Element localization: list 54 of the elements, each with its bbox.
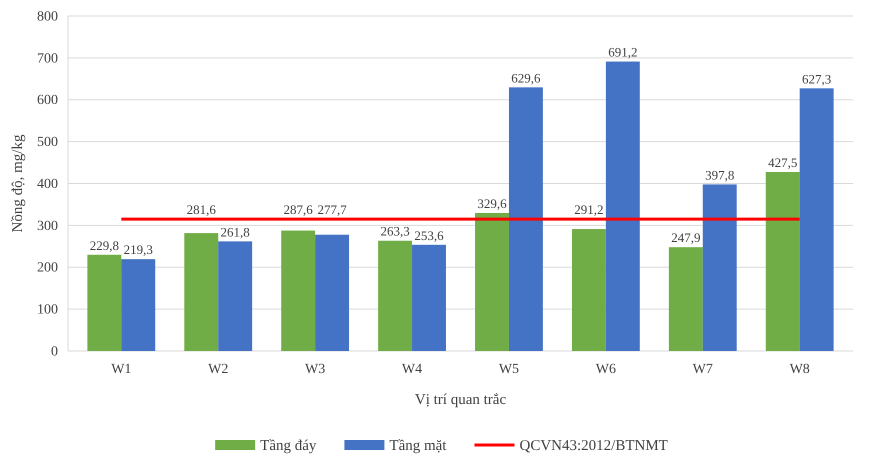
data-label: 427,5	[768, 154, 798, 170]
data-label: 247,9	[671, 230, 700, 246]
y-tick-label: 400	[37, 176, 58, 192]
legend-label: Tầng mặt	[389, 438, 448, 454]
bar	[121, 259, 156, 351]
x-tick-label: W1	[111, 362, 132, 377]
bar	[378, 240, 412, 351]
bar	[315, 234, 350, 351]
bar	[218, 241, 252, 351]
y-tick-label: 300	[37, 218, 58, 234]
data-label: 329,6	[477, 196, 508, 211]
data-label: 281,6	[186, 202, 216, 218]
x-tick-label: W5	[498, 362, 520, 377]
data-label: 629,6	[511, 70, 542, 86]
bar	[766, 172, 800, 351]
bar	[800, 88, 834, 351]
bar	[668, 247, 703, 351]
data-label: 253,6	[414, 228, 444, 243]
bar	[606, 62, 640, 351]
y-tick-label: 100	[37, 302, 58, 318]
x-tick-label: W2	[208, 362, 228, 377]
bar	[281, 230, 316, 351]
bar	[702, 184, 737, 351]
y-tick-label: 500	[37, 135, 58, 150]
data-label: 263,3	[380, 224, 410, 239]
y-tick-label: 700	[37, 51, 58, 66]
y-axis-title: Nồng độ, mg/kg	[10, 134, 26, 232]
y-tick-label: 0	[51, 344, 58, 360]
data-label: 397,8	[705, 167, 734, 182]
legend-label: QCVN43:2012/BTNMT	[519, 438, 668, 454]
legend-label: Tầng đáy	[260, 438, 317, 454]
data-label: 287,6	[284, 202, 314, 218]
y-tick-label: 800	[37, 9, 58, 24]
data-label: 261,8	[220, 224, 250, 240]
y-tick-label: 200	[37, 260, 58, 276]
bar	[87, 254, 122, 351]
data-label: 291,2	[574, 202, 604, 218]
bar	[475, 212, 509, 351]
data-label: 219,3	[124, 242, 153, 258]
x-tick-label: W8	[790, 362, 810, 377]
data-label: 277,7	[317, 202, 348, 218]
x-tick-label: W3	[305, 362, 326, 377]
bar	[412, 244, 446, 351]
data-label: 229,8	[90, 238, 119, 253]
bar	[508, 87, 543, 351]
x-tick-label: W6	[596, 362, 616, 377]
bar	[184, 233, 218, 351]
bar	[572, 229, 606, 351]
x-tick-label: W4	[402, 362, 422, 377]
data-label: 691,2	[608, 44, 638, 60]
data-label: 627,3	[802, 71, 832, 86]
x-axis-title: Vị trí quan trắc	[414, 392, 506, 408]
y-tick-label: 600	[37, 93, 58, 108]
x-tick-label: W7	[692, 362, 713, 377]
